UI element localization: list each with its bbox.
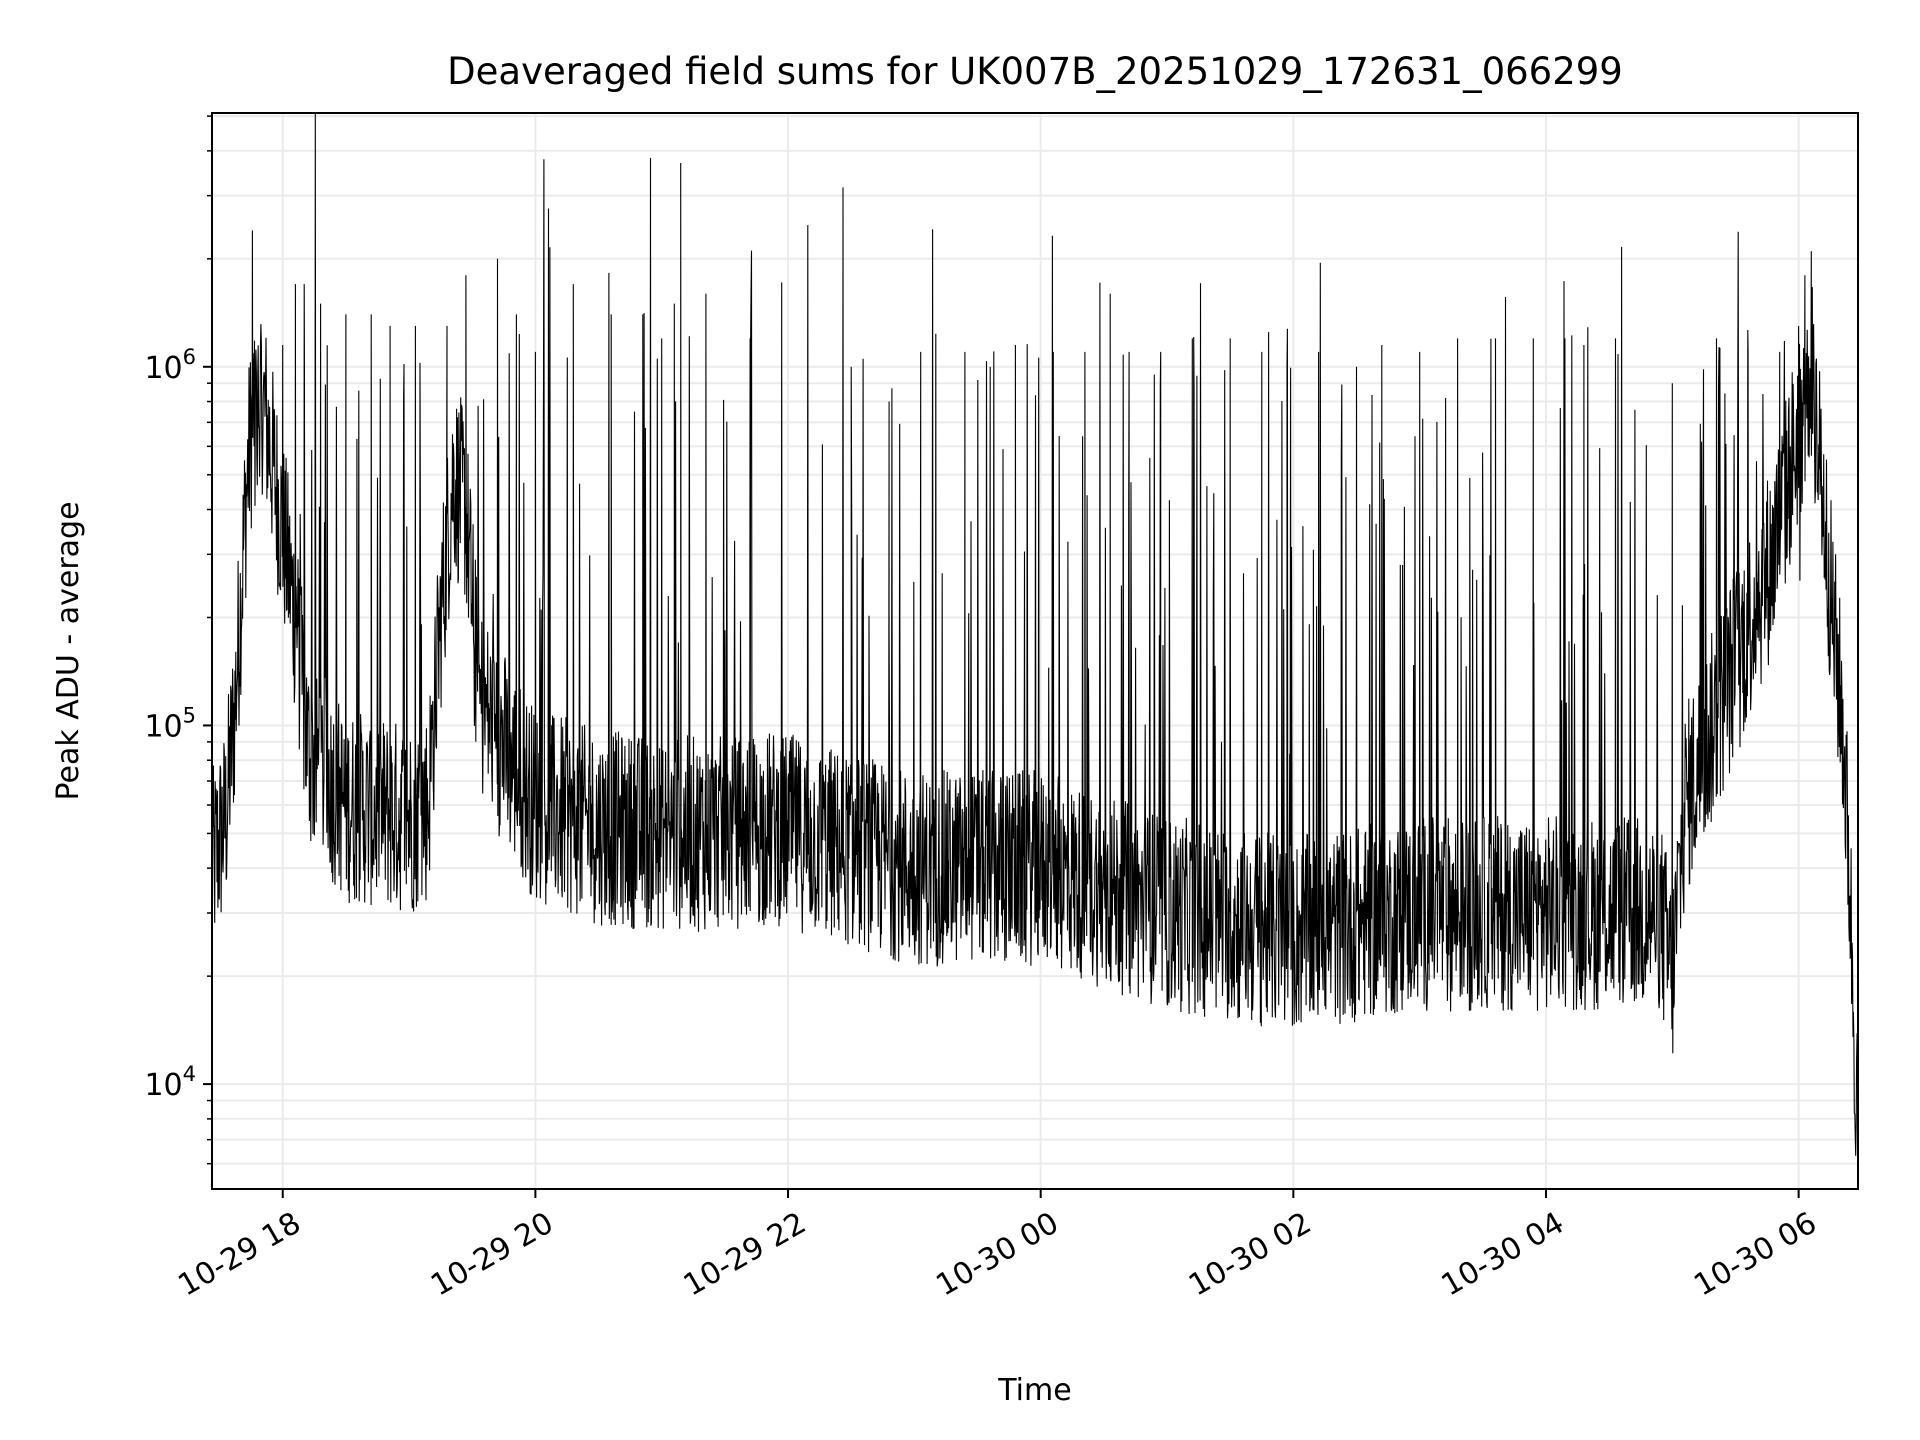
x-tick-label: 10-30 00 bbox=[930, 1206, 1064, 1304]
chart-title: Deaveraged field sums for UK007B_2025102… bbox=[447, 50, 1623, 93]
y-tick-label: 105 bbox=[144, 703, 196, 744]
x-tick-label: 10-29 20 bbox=[425, 1206, 559, 1304]
y-axis-label: Peak ADU - average bbox=[51, 501, 86, 800]
y-axis: 104 105 106 bbox=[144, 115, 212, 1165]
axes-frame bbox=[211, 112, 1859, 1190]
x-tick-label: 10-30 02 bbox=[1183, 1206, 1317, 1304]
plot-area bbox=[211, 112, 1859, 1156]
y-tick-label: 106 bbox=[144, 345, 196, 386]
x-tick-label: 10-30 06 bbox=[1688, 1206, 1822, 1304]
x-tick-label: 10-29 18 bbox=[172, 1206, 306, 1304]
x-tick-label: 10-29 22 bbox=[678, 1206, 812, 1304]
data-series-line bbox=[211, 112, 1859, 1156]
x-axis-label: Time bbox=[997, 1373, 1071, 1408]
x-axis: 10-29 18 10-29 20 10-29 22 10-30 00 10-30 02… bbox=[172, 1189, 1823, 1304]
x-tick-label: 10-30 04 bbox=[1436, 1206, 1570, 1304]
y-tick-label: 104 bbox=[144, 1062, 196, 1103]
